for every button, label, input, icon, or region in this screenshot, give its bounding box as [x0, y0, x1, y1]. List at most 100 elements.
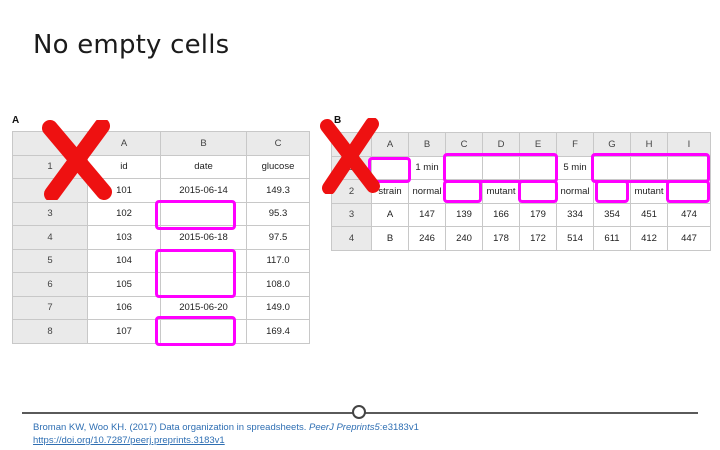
empty-cell[interactable] [445, 179, 483, 204]
column-header[interactable]: D [482, 132, 520, 157]
cell[interactable]: 108.0 [246, 272, 310, 297]
cell[interactable]: A [371, 202, 409, 227]
timeline-knob[interactable] [352, 405, 366, 419]
column-header[interactable]: B [408, 132, 446, 157]
row-header[interactable]: 3 [331, 202, 372, 227]
empty-cell[interactable] [593, 155, 631, 180]
column-header[interactable]: C [445, 132, 483, 157]
row-header[interactable]: 6 [12, 272, 88, 297]
cell[interactable]: 179 [519, 202, 557, 227]
column-header[interactable]: E [519, 132, 557, 157]
cell[interactable]: 95.3 [246, 201, 310, 226]
cell[interactable]: date [160, 154, 247, 179]
cell[interactable]: 451 [630, 202, 668, 227]
cell[interactable]: 172 [519, 226, 557, 251]
cell[interactable]: 106 [87, 295, 161, 320]
row-header[interactable]: 2 [331, 179, 372, 204]
row-header[interactable]: 4 [331, 226, 372, 251]
cell[interactable]: 412 [630, 226, 668, 251]
cell[interactable]: 105 [87, 272, 161, 297]
cell[interactable]: 611 [593, 226, 631, 251]
cell[interactable]: 117.0 [246, 248, 310, 273]
row-header[interactable]: 4 [12, 225, 88, 250]
cell[interactable]: 149.0 [246, 295, 310, 320]
column-header[interactable]: I [667, 132, 711, 157]
cell[interactable]: 139 [445, 202, 483, 227]
row-header[interactable]: 1 [331, 155, 372, 180]
slide-title: No empty cells [33, 30, 230, 60]
cell[interactable]: 354 [593, 202, 631, 227]
cell[interactable]: 334 [556, 202, 594, 227]
cell[interactable]: 178 [482, 226, 520, 251]
cell[interactable]: strain [371, 179, 409, 204]
column-header[interactable]: H [630, 132, 668, 157]
citation-authors: Broman KW, Woo KH. (2017) Data organizat… [33, 422, 307, 433]
table-row: 3 102 95.3 [12, 201, 310, 226]
cell[interactable]: 246 [408, 226, 446, 251]
empty-cell[interactable] [519, 155, 557, 180]
empty-cell[interactable] [160, 248, 247, 273]
row-header[interactable]: 2 [12, 178, 88, 203]
cell[interactable]: 1 min [408, 155, 446, 180]
cell[interactable]: 447 [667, 226, 711, 251]
column-header[interactable]: B [160, 131, 247, 156]
column-header[interactable]: G [593, 132, 631, 157]
empty-cell[interactable] [482, 155, 520, 180]
cell[interactable]: 97.5 [246, 225, 310, 250]
cell[interactable]: normal [556, 179, 594, 204]
cell[interactable]: 240 [445, 226, 483, 251]
cell[interactable]: glucose [246, 154, 310, 179]
cell[interactable]: 514 [556, 226, 594, 251]
panel-b-label: B [334, 115, 342, 126]
empty-cell[interactable] [160, 272, 247, 297]
row-header[interactable]: 3 [12, 201, 88, 226]
cell[interactable]: mutant [630, 179, 668, 204]
table-row: 2 strain normal mutant normal mutant [331, 179, 711, 204]
cell[interactable]: 169.4 [246, 319, 310, 344]
cell[interactable]: 2015-06-14 [160, 178, 247, 203]
row-header[interactable]: 5 [12, 248, 88, 273]
empty-cell[interactable] [371, 155, 409, 180]
cell[interactable]: 5 min [556, 155, 594, 180]
citation-volume: 5 [374, 422, 380, 433]
column-header[interactable]: A [87, 131, 161, 156]
empty-cell[interactable] [160, 319, 247, 344]
empty-cell[interactable] [445, 155, 483, 180]
column-header[interactable]: A [371, 132, 409, 157]
cell[interactable]: 149.3 [246, 178, 310, 203]
cell[interactable]: B [371, 226, 409, 251]
citation: Broman KW, Woo KH. (2017) Data organizat… [33, 421, 473, 447]
row-header[interactable]: 8 [12, 319, 88, 344]
cell[interactable]: 2015-06-18 [160, 225, 247, 250]
cell[interactable]: normal [408, 179, 446, 204]
row-header[interactable]: 1 [12, 154, 88, 179]
row-header[interactable]: 7 [12, 295, 88, 320]
cell[interactable]: 147 [408, 202, 446, 227]
cell[interactable]: mutant [482, 179, 520, 204]
cell[interactable]: id [87, 154, 161, 179]
doi-link[interactable]: https://doi.org/10.7287/peerj.preprints.… [33, 435, 225, 446]
column-header[interactable]: C [246, 131, 310, 156]
empty-cell[interactable] [160, 201, 247, 226]
cell[interactable]: 2015-06-20 [160, 295, 247, 320]
table-row: 4 103 2015-06-18 97.5 [12, 225, 310, 250]
cell[interactable]: 102 [87, 201, 161, 226]
empty-cell[interactable] [593, 179, 631, 204]
cell[interactable]: 101 [87, 178, 161, 203]
column-header[interactable]: F [556, 132, 594, 157]
empty-cell[interactable] [519, 179, 557, 204]
table-row: 4 B 246 240 178 172 514 611 412 447 [331, 226, 711, 251]
cell[interactable]: 104 [87, 248, 161, 273]
header-row: A B C [12, 131, 310, 156]
cell[interactable]: 166 [482, 202, 520, 227]
corner-cell[interactable] [12, 131, 88, 156]
cell[interactable]: 107 [87, 319, 161, 344]
cell[interactable]: 103 [87, 225, 161, 250]
empty-cell[interactable] [667, 179, 711, 204]
cell[interactable]: 474 [667, 202, 711, 227]
table-row: 8 107 169.4 [12, 319, 310, 344]
corner-cell[interactable] [331, 132, 372, 157]
table-row: 3 A 147 139 166 179 334 354 451 474 [331, 202, 711, 227]
empty-cell[interactable] [630, 155, 668, 180]
empty-cell[interactable] [667, 155, 711, 180]
